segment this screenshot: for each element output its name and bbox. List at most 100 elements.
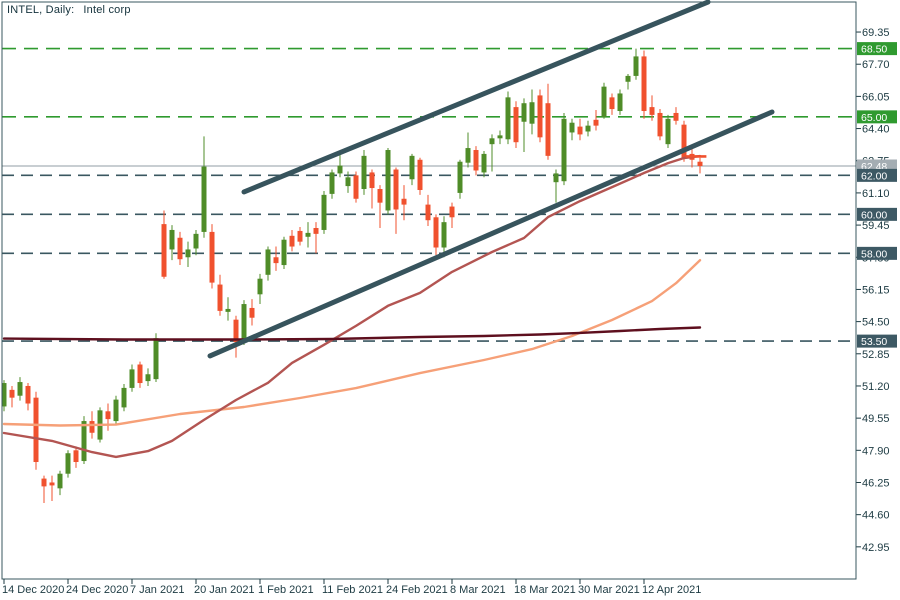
candle bbox=[81, 416, 87, 464]
candle bbox=[137, 361, 143, 388]
candle bbox=[601, 82, 607, 119]
candle bbox=[49, 475, 55, 502]
candle bbox=[465, 132, 471, 168]
candle-body-bull bbox=[625, 75, 631, 82]
x-axis-label: 20 Jan 2021 bbox=[194, 584, 255, 596]
candle-body-bear bbox=[177, 237, 183, 260]
y-axis-label: 49.55 bbox=[862, 413, 890, 425]
candle-body-bear bbox=[33, 397, 39, 463]
candle bbox=[169, 225, 175, 261]
candle bbox=[313, 222, 319, 254]
x-axis-label: 7 Jan 2021 bbox=[130, 584, 184, 596]
candle bbox=[273, 246, 279, 271]
price-badge-label: 65.00 bbox=[861, 112, 887, 124]
price-badge-68.50 bbox=[857, 42, 897, 56]
candle-body-bear bbox=[369, 172, 375, 189]
candle bbox=[649, 95, 655, 121]
candle-body-bull bbox=[553, 173, 559, 183]
x-axis-label: 1 Feb 2021 bbox=[258, 584, 314, 596]
trendline-lower-channel[interactable] bbox=[207, 109, 775, 359]
candle-body-bull bbox=[529, 102, 535, 124]
candle-body-bear bbox=[433, 217, 439, 248]
candle bbox=[73, 446, 79, 468]
ma-line-slow-salmon[interactable] bbox=[2, 259, 702, 427]
y-axis-label: 66.05 bbox=[862, 91, 890, 103]
candle bbox=[193, 229, 199, 256]
ma-line-medium-crimson[interactable] bbox=[2, 154, 702, 459]
candle-body-bear bbox=[697, 161, 703, 166]
price-badge-label: 58.00 bbox=[861, 248, 887, 260]
ma-line-long-maroon[interactable] bbox=[2, 326, 702, 341]
candle-body-bull bbox=[1, 383, 7, 407]
price-badge-65.00 bbox=[857, 110, 897, 124]
candle-body-bear bbox=[73, 450, 79, 463]
candle-body-bull bbox=[497, 135, 503, 139]
candle-body-bear bbox=[353, 175, 359, 199]
y-axis-label: 52.85 bbox=[862, 349, 890, 361]
candle bbox=[17, 377, 23, 401]
candle-body-bear bbox=[377, 189, 383, 203]
candle-body-bull bbox=[265, 249, 271, 275]
candle bbox=[561, 112, 567, 186]
candle-body-bull bbox=[465, 148, 471, 163]
candle bbox=[681, 120, 687, 162]
candle-body-bear bbox=[41, 478, 47, 487]
candle-body-bear bbox=[105, 411, 111, 420]
x-axis-label: 11 Feb 2021 bbox=[322, 584, 383, 596]
candle bbox=[281, 236, 287, 269]
candle-body-bull bbox=[665, 118, 671, 145]
candle bbox=[385, 148, 391, 215]
candle-body-bull bbox=[457, 161, 463, 193]
candle-body-bear bbox=[425, 204, 431, 221]
candle-body-bear bbox=[249, 307, 255, 318]
candle-body-bear bbox=[417, 159, 423, 190]
x-axis-label: 30 Mar 2021 bbox=[578, 584, 640, 596]
candle bbox=[241, 300, 247, 346]
candle bbox=[569, 118, 575, 141]
candle-body-bear bbox=[217, 284, 223, 311]
candle bbox=[33, 391, 39, 470]
candle-body-bull bbox=[361, 155, 367, 190]
candle bbox=[537, 89, 543, 143]
candle-body-bear bbox=[273, 257, 279, 264]
candle bbox=[417, 157, 423, 195]
candle-body-bear bbox=[297, 230, 303, 242]
candle-body-bull bbox=[441, 222, 447, 248]
candle-body-bear bbox=[209, 231, 215, 283]
candle bbox=[409, 153, 415, 186]
candle-body-bull bbox=[193, 233, 199, 249]
x-axis-label: 18 Mar 2021 bbox=[514, 584, 576, 596]
trendline-upper-channel[interactable] bbox=[241, 0, 711, 195]
candle bbox=[393, 167, 399, 234]
candle bbox=[609, 93, 615, 115]
candle bbox=[233, 315, 239, 358]
candle bbox=[449, 202, 455, 229]
candle bbox=[217, 274, 223, 316]
candle-body-bear bbox=[657, 112, 663, 137]
candle bbox=[121, 384, 127, 412]
candle bbox=[209, 224, 215, 289]
candle-body-bear bbox=[641, 56, 647, 112]
candle bbox=[553, 169, 559, 203]
candle bbox=[529, 89, 535, 135]
candle bbox=[425, 194, 431, 227]
plot-border bbox=[1, 1, 857, 580]
candle-body-bear bbox=[289, 235, 295, 247]
candle-body-bull bbox=[185, 249, 191, 258]
candle bbox=[473, 146, 479, 176]
candle-body-bear bbox=[49, 482, 55, 486]
candle bbox=[65, 450, 71, 478]
price-badge-53.50 bbox=[857, 334, 897, 348]
candle-body-bull bbox=[257, 278, 263, 295]
candle-body-bull bbox=[65, 453, 71, 474]
candle bbox=[497, 130, 503, 145]
y-axis-label: 67.70 bbox=[862, 59, 890, 71]
candle-body-bull bbox=[385, 150, 391, 211]
y-axis-label: 51.20 bbox=[862, 381, 890, 393]
y-axis-label: 56.15 bbox=[862, 284, 890, 296]
candle-body-bull bbox=[633, 56, 639, 76]
candle-body-bear bbox=[545, 103, 551, 156]
chart-symbol-label: INTEL, Daily: bbox=[7, 4, 75, 16]
x-axis-label: 24 Dec 2020 bbox=[66, 584, 128, 596]
